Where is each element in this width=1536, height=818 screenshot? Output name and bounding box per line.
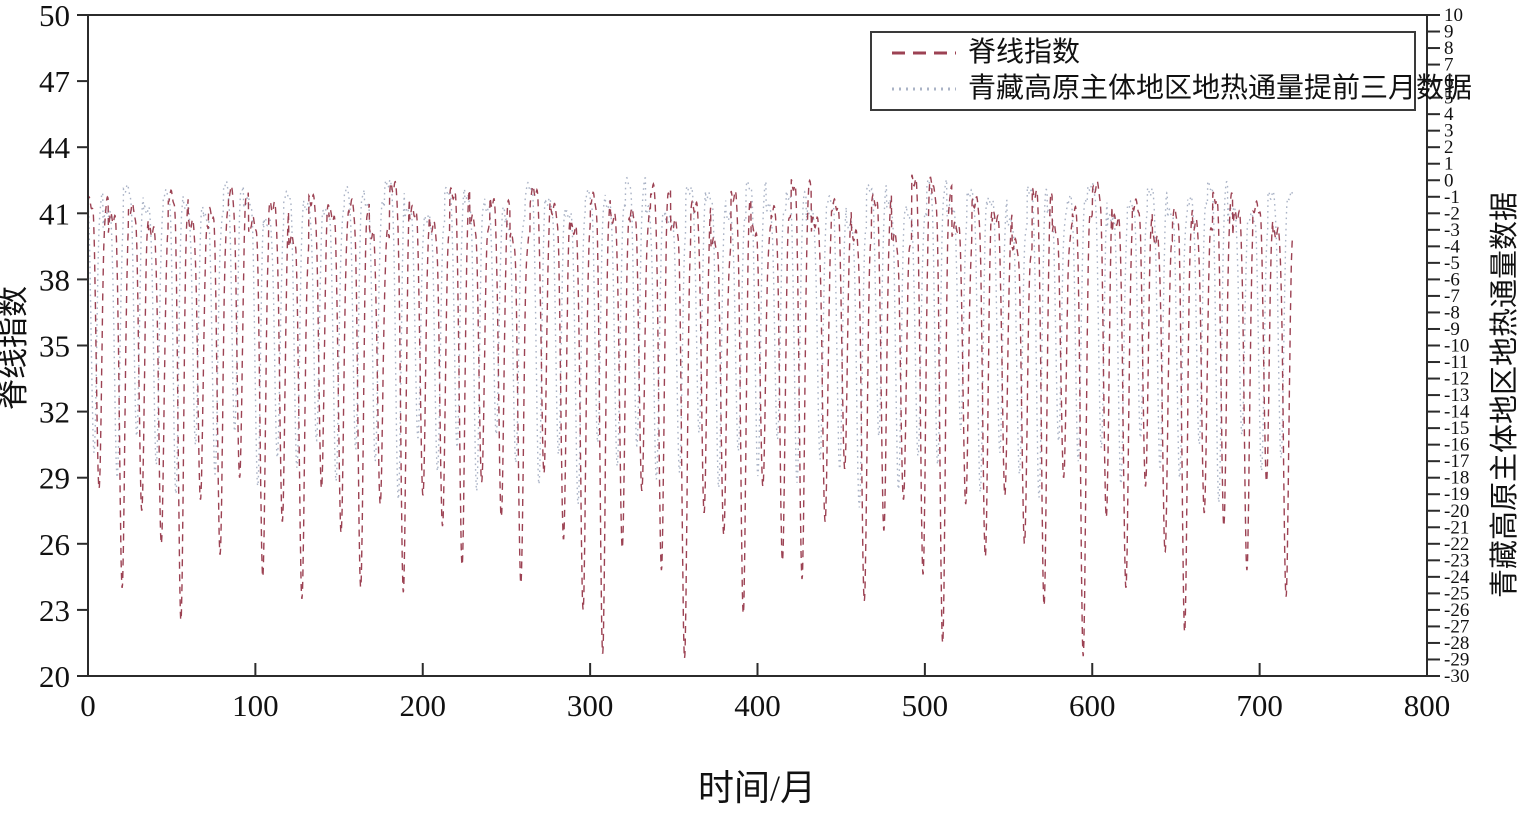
y-axis-right-label: 青藏高原主体地区地热通量数据 — [1488, 192, 1521, 598]
x-tick-label: 800 — [1404, 688, 1451, 723]
y-right-tick-label: 9 — [1444, 22, 1454, 43]
x-tick-label: 300 — [567, 688, 614, 723]
y-right-tick-label: -14 — [1444, 402, 1470, 423]
y-right-tick-label: -2 — [1444, 203, 1460, 224]
y-right-tick-label: -16 — [1444, 435, 1469, 456]
plot-frame — [87, 14, 1428, 677]
y-right-tick-label: -19 — [1444, 484, 1469, 505]
y-right-tick-label: -10 — [1444, 336, 1469, 357]
y-right-tick-label: 8 — [1444, 38, 1454, 59]
y-right-tick-label: 10 — [1444, 5, 1463, 26]
y-right-tick-label: -13 — [1444, 385, 1469, 406]
y-right-tick-label: -25 — [1444, 583, 1469, 604]
y-right-tick-label: -22 — [1444, 534, 1469, 555]
y-right-tick-label: -23 — [1444, 550, 1469, 571]
y-right-tick-label: 1 — [1444, 154, 1454, 175]
y-right-tick-label: -30 — [1444, 666, 1469, 687]
x-tick-label: 400 — [734, 688, 781, 723]
y-right-tick-label: -21 — [1444, 517, 1469, 538]
y-right-tick-label: -3 — [1444, 220, 1460, 241]
y-left-tick-label: 32 — [39, 395, 70, 430]
x-tick-label: 700 — [1236, 688, 1283, 723]
y-left-tick-label: 38 — [39, 262, 70, 297]
y-right-tick-label: -24 — [1444, 567, 1470, 588]
x-tick-label: 0 — [80, 688, 96, 723]
y-left-tick-label: 29 — [39, 461, 70, 496]
x-tick-label: 200 — [400, 688, 447, 723]
y-left-tick-label: 44 — [39, 130, 71, 165]
y-right-tick-label: -29 — [1444, 649, 1469, 670]
y-left-tick-label: 23 — [39, 593, 70, 628]
legend-label-heat-flux: 青藏高原主体地区地热通量提前三月数据 — [968, 73, 1473, 104]
y-right-tick-label: -28 — [1444, 633, 1469, 654]
y-right-tick-label: 6 — [1444, 71, 1454, 92]
y-left-tick-label: 35 — [39, 329, 70, 364]
y-right-tick-label: -6 — [1444, 269, 1460, 290]
y-right-tick-label: -20 — [1444, 501, 1469, 522]
y-right-tick-label: -8 — [1444, 302, 1460, 323]
y-left-tick-label: 50 — [39, 0, 70, 33]
series-ridge-index — [87, 174, 1294, 659]
y-right-tick-label: -26 — [1444, 600, 1469, 621]
legend-item-heat-flux: 青藏高原主体地区地热通量提前三月数据 — [892, 71, 1472, 107]
x-axis-label: 时间/月 — [698, 768, 816, 808]
dotted-line-sample-icon — [892, 87, 956, 91]
y-right-tick-label: -18 — [1444, 468, 1469, 489]
y-right-tick-label: 2 — [1444, 137, 1454, 158]
x-tick-label: 100 — [232, 688, 279, 723]
dashed-line-sample-icon — [892, 51, 956, 55]
y-left-tick-label: 47 — [39, 64, 70, 99]
legend-item-ridge-index: 脊线指数 — [892, 35, 1408, 71]
y-right-tick-label: 0 — [1444, 170, 1454, 191]
tick-labels-layer: 0 100 200 300 400 500 600 700 800202326293235384… — [39, 0, 1470, 723]
y-right-tick-label: 3 — [1444, 121, 1454, 142]
y-right-tick-label: -12 — [1444, 369, 1469, 390]
y-right-tick-label: 7 — [1444, 55, 1454, 76]
y-axis-left-label: 脊线指数 — [0, 286, 31, 410]
y-right-tick-label: -15 — [1444, 418, 1469, 439]
x-tick-label: 600 — [1069, 688, 1116, 723]
y-right-tick-label: -1 — [1444, 187, 1460, 208]
y-left-tick-label: 26 — [39, 527, 70, 562]
x-tick-label: 500 — [902, 688, 949, 723]
y-right-tick-label: -9 — [1444, 319, 1460, 340]
series-layer — [87, 174, 1294, 659]
y-right-tick-label: -11 — [1444, 352, 1469, 373]
y-right-tick-label: -7 — [1444, 286, 1460, 307]
y-right-tick-label: -4 — [1444, 236, 1460, 257]
legend-label-ridge-index: 脊线指数 — [968, 37, 1081, 68]
y-right-tick-label: -5 — [1444, 253, 1460, 274]
y-right-tick-label: 5 — [1444, 88, 1454, 109]
ticks-layer — [77, 14, 1440, 677]
y-left-tick-label: 41 — [39, 196, 70, 231]
y-right-tick-label: -17 — [1444, 451, 1469, 472]
y-right-tick-label: -27 — [1444, 616, 1469, 637]
y-left-tick-label: 20 — [39, 659, 70, 694]
legend: 脊线指数 青藏高原主体地区地热通量提前三月数据 — [870, 31, 1472, 111]
y-right-tick-label: 4 — [1444, 104, 1454, 125]
